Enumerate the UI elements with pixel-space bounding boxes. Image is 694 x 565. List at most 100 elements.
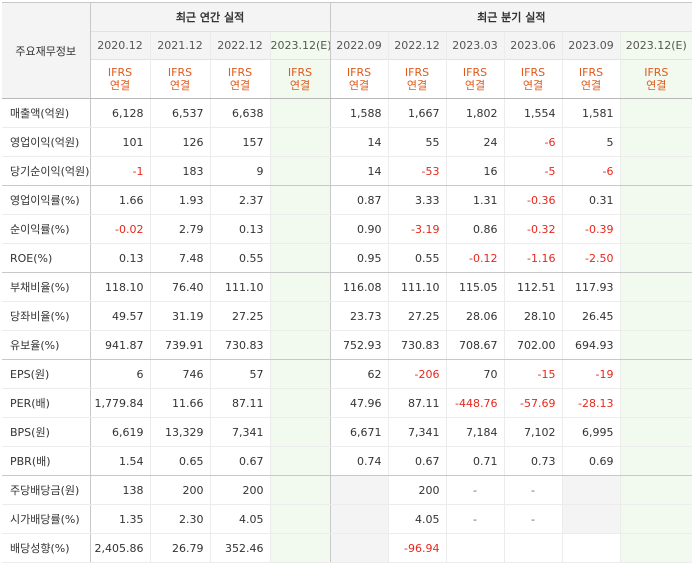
value-cell: 0.74 xyxy=(329,446,389,476)
value-cell: 0.55 xyxy=(209,243,270,273)
value-cell xyxy=(619,417,693,447)
value-cell: 7,184 xyxy=(445,417,505,447)
row-label: 당기순이익(억원) xyxy=(2,156,90,186)
value-cell: 11.66 xyxy=(149,388,210,418)
value-cell: 62 xyxy=(329,359,389,389)
row-label: 배당성향(%) xyxy=(2,533,90,563)
value-cell xyxy=(269,272,331,302)
value-cell: 0.87 xyxy=(329,185,389,215)
consolidated-label: 연결 xyxy=(229,79,251,92)
value-cell: -3.19 xyxy=(387,214,447,244)
value-cell xyxy=(329,504,389,534)
value-cell: 6,619 xyxy=(89,417,150,447)
value-cell: 7,341 xyxy=(387,417,447,447)
value-cell: 1,554 xyxy=(503,98,563,128)
row-label-header: 주요재무정보 xyxy=(2,2,90,99)
value-cell: 57 xyxy=(209,359,270,389)
value-cell: 0.67 xyxy=(209,446,270,476)
value-cell: -96.94 xyxy=(387,533,447,563)
ifrs-consolidated-label: IFRS 연결 xyxy=(149,59,210,99)
value-cell: 6,128 xyxy=(89,98,150,128)
value-cell xyxy=(619,243,693,273)
table-row: 당기순이익(억원) -1 183 9 14 -53 16 -5 -6 xyxy=(2,156,693,186)
value-cell: -0.02 xyxy=(89,214,150,244)
ifrs-label: IFRS xyxy=(404,66,430,79)
value-cell xyxy=(269,388,331,418)
value-cell: 6,537 xyxy=(149,98,210,128)
consolidated-label: 연결 xyxy=(464,79,486,92)
value-cell: 111.10 xyxy=(387,272,447,302)
value-cell: 708.67 xyxy=(445,330,505,360)
value-cell xyxy=(619,504,693,534)
ifrs-consolidated-label: IFRS 연결 xyxy=(89,59,150,99)
row-label: 영업이익률(%) xyxy=(2,185,90,215)
value-cell: - xyxy=(445,504,505,534)
table-body: 매출액(억원) 6,128 6,537 6,638 1,588 1,667 1,802 1,5… xyxy=(2,98,693,563)
period-header: 2022.12 xyxy=(387,31,447,60)
ifrs-consolidated-label: IFRS 연결 xyxy=(445,59,505,99)
table-row: 매출액(억원) 6,128 6,537 6,638 1,588 1,667 1,802 1,5… xyxy=(2,98,693,128)
value-cell xyxy=(269,156,331,186)
value-cell xyxy=(619,359,693,389)
value-cell: 739.91 xyxy=(149,330,210,360)
value-cell: 0.69 xyxy=(561,446,621,476)
value-cell: 1.35 xyxy=(89,504,150,534)
table-row: 배당성향(%) 2,405.86 26.79 352.46 -96.94 xyxy=(2,533,693,563)
ifrs-label: IFRS xyxy=(227,66,253,79)
ifrs-consolidated-label: IFRS 연결 xyxy=(561,59,621,99)
value-cell xyxy=(619,533,693,563)
value-cell: 1.54 xyxy=(89,446,150,476)
ifrs-label: IFRS xyxy=(644,66,669,79)
value-cell: -28.13 xyxy=(561,388,621,418)
value-cell: 730.83 xyxy=(209,330,270,360)
row-label: PER(배) xyxy=(2,388,90,418)
value-cell xyxy=(269,359,331,389)
value-cell: 6,995 xyxy=(561,417,621,447)
period-header-row: 2020.12 2021.12 2022.12 2023.12(E) 2022.09 20… xyxy=(2,31,693,60)
value-cell xyxy=(619,214,693,244)
value-cell: 2,405.86 xyxy=(89,533,150,563)
value-cell: 14 xyxy=(329,156,389,186)
value-cell: 752.93 xyxy=(329,330,389,360)
value-cell: 7,341 xyxy=(209,417,270,447)
value-cell: -2.50 xyxy=(561,243,621,273)
table-row: PER(배) 1,779.84 11.66 87.11 47.96 87.11 -448.7… xyxy=(2,388,693,418)
ifrs-label: IFRS xyxy=(167,66,193,79)
value-cell xyxy=(619,127,693,157)
period-header: 2022.12 xyxy=(209,31,270,60)
value-cell xyxy=(269,446,331,476)
value-cell: 87.11 xyxy=(209,388,270,418)
value-cell: 1,779.84 xyxy=(89,388,150,418)
value-cell xyxy=(619,388,693,418)
row-label: 부채비율(%) xyxy=(2,272,90,302)
table-row: 주당배당금(원) 138 200 200 200- - xyxy=(2,475,693,505)
value-cell: 13,329 xyxy=(149,417,210,447)
value-cell: 0.95 xyxy=(329,243,389,273)
value-cell: 0.90 xyxy=(329,214,389,244)
value-cell: 200 xyxy=(209,475,270,505)
value-cell: 28.10 xyxy=(503,301,563,331)
value-cell: 2.37 xyxy=(209,185,270,215)
value-cell xyxy=(269,330,331,360)
value-cell xyxy=(619,272,693,302)
value-cell: -206 xyxy=(387,359,447,389)
value-cell: 115.05 xyxy=(445,272,505,302)
value-cell: 28.06 xyxy=(445,301,505,331)
value-cell xyxy=(269,127,331,157)
value-cell: 117.93 xyxy=(561,272,621,302)
value-cell: 1.31 xyxy=(445,185,505,215)
ifrs-label: IFRS xyxy=(520,66,546,79)
value-cell: -53 xyxy=(387,156,447,186)
value-cell: 0.31 xyxy=(561,185,621,215)
value-cell: 6,638 xyxy=(209,98,270,128)
value-cell: 31.19 xyxy=(149,301,210,331)
value-cell: 7.48 xyxy=(149,243,210,273)
value-cell: 694.93 xyxy=(561,330,621,360)
value-cell: 126 xyxy=(149,127,210,157)
value-cell xyxy=(329,533,389,563)
row-label: 주당배당금(원) xyxy=(2,475,90,505)
value-cell: -5 xyxy=(503,156,563,186)
ifrs-consolidated-label: IFRS 연결 xyxy=(329,59,389,99)
ifrs-consolidated-label: IFRS 연결 xyxy=(503,59,563,99)
table-row: BPS(원) 6,619 13,329 7,341 6,671 7,341 7,184 7,1… xyxy=(2,417,693,447)
